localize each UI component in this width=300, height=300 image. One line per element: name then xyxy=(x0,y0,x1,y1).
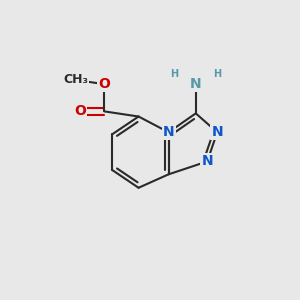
Text: O: O xyxy=(98,77,110,91)
Text: N: N xyxy=(163,125,174,139)
Text: N: N xyxy=(212,125,223,139)
Text: N: N xyxy=(190,77,202,91)
Text: H: H xyxy=(170,69,178,79)
Text: O: O xyxy=(74,104,86,118)
Text: H: H xyxy=(213,69,221,79)
Text: N: N xyxy=(201,154,213,168)
Text: CH₃: CH₃ xyxy=(63,74,88,86)
